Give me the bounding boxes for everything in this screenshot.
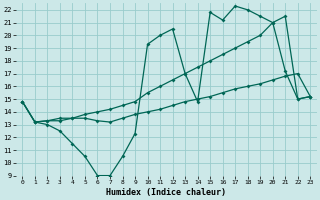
X-axis label: Humidex (Indice chaleur): Humidex (Indice chaleur) <box>106 188 226 197</box>
